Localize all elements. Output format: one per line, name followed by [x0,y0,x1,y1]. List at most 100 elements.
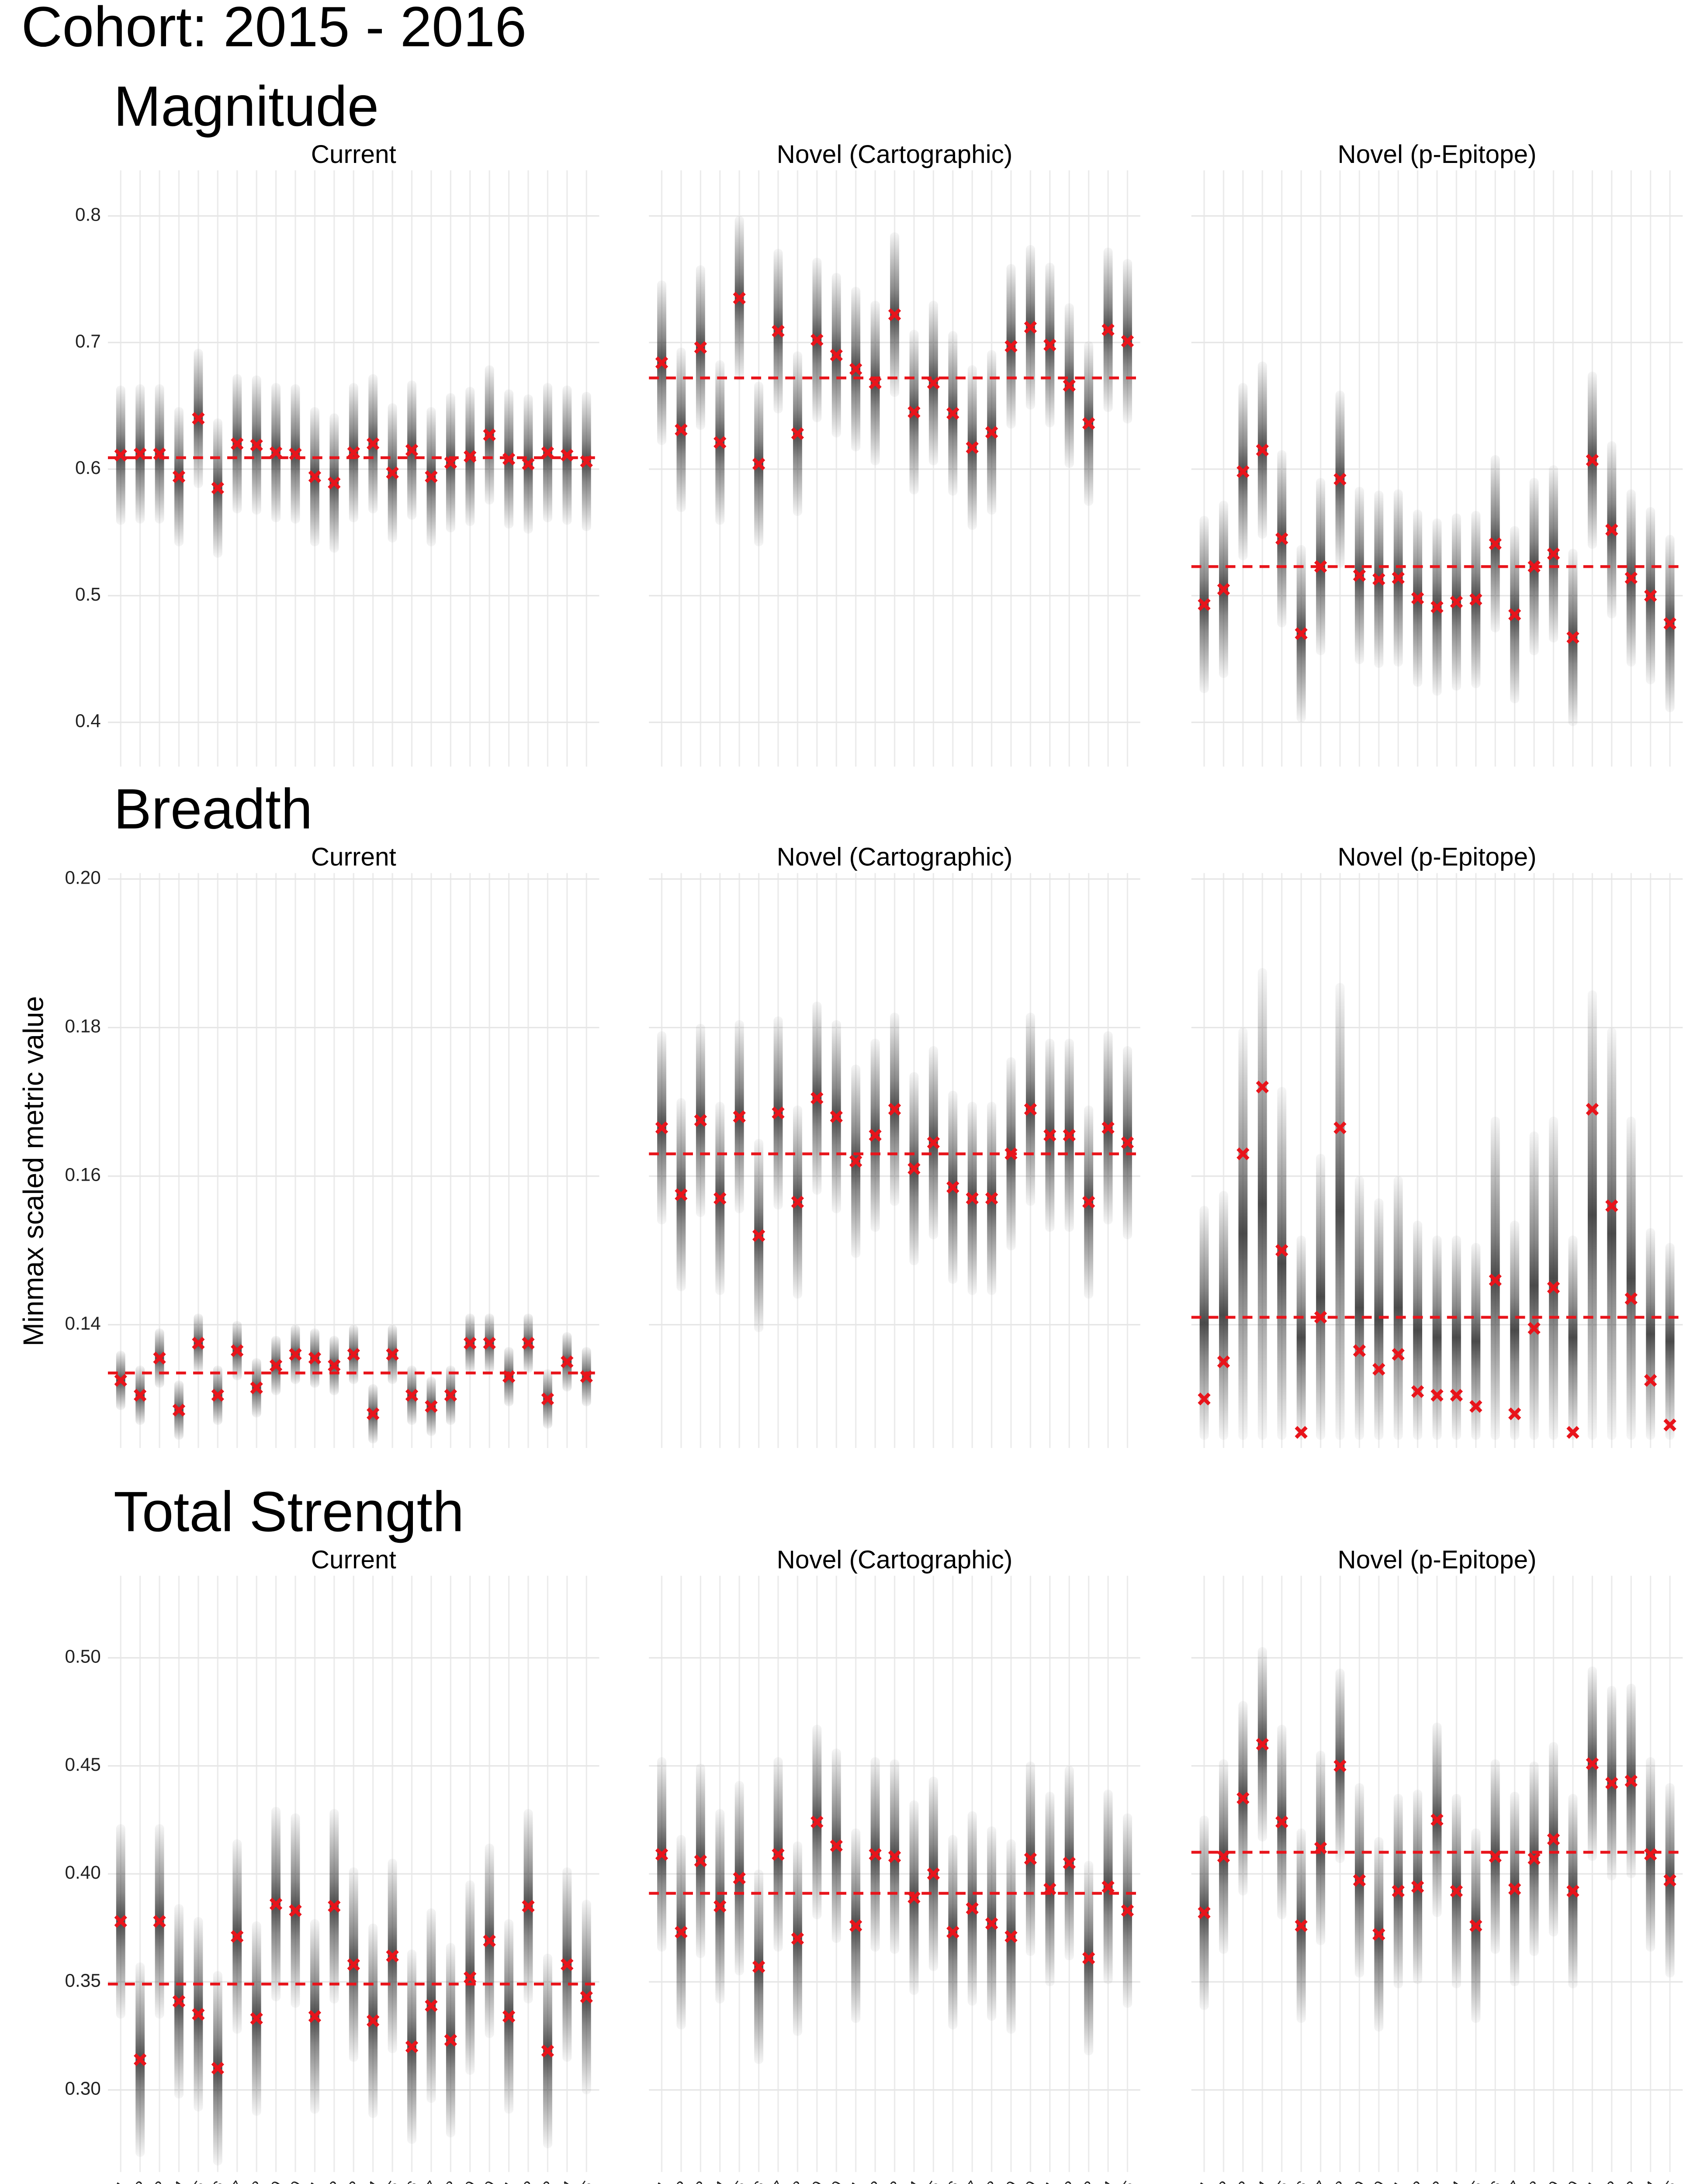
mean-marker [927,1867,940,1880]
mean-marker [405,2040,419,2053]
x-tick-label: 06 [1288,2178,1312,2184]
y-tick-label: 0.50 [65,1646,101,1667]
panel-subtitle: Novel (Cartographic) [777,843,1013,871]
mean-marker [541,1393,554,1406]
mean-marker [927,1136,940,1149]
mean-marker [1547,547,1560,560]
x-tick-label: 01 [107,2178,132,2184]
mean-marker [713,436,727,449]
mean-marker [153,1915,166,1928]
mean-marker [133,2053,147,2067]
mean-marker [425,1400,438,1413]
mean-marker [1644,589,1657,602]
x-tick-label: 14 [1443,2178,1467,2184]
panel-subtitle: Current [311,843,396,871]
mean-marker [907,405,921,419]
mean-marker [1392,571,1405,584]
point-cloud [1354,1176,1364,1440]
mean-marker [675,423,688,436]
mean-marker [464,1337,477,1350]
mean-marker [1527,560,1541,573]
mean-marker [483,1337,496,1350]
mean-marker [153,447,166,460]
mean-marker [172,1403,186,1417]
x-tick-label: 16 [398,2178,423,2184]
mean-marker [1101,1880,1115,1894]
mean-marker [694,1114,707,1127]
mean-marker [308,1351,322,1365]
x-tick-label: 23 [534,2178,558,2184]
panel-subtitle: Current [311,1545,396,1574]
y-tick-label: 0.45 [65,1754,101,1775]
x-tick-label: 10 [1365,2178,1389,2184]
mean-marker [328,477,341,490]
mean-marker [1644,1374,1657,1387]
mean-marker [1586,1757,1599,1770]
mean-marker [1024,1102,1037,1116]
mean-marker [269,446,283,459]
y-tick-label: 0.20 [65,867,101,888]
mean-marker [1663,617,1676,630]
mean-marker [1527,1322,1541,1335]
mean-marker [1411,591,1424,605]
x-tick-label: 21 [1036,2178,1060,2184]
mean-marker [655,356,668,370]
mean-marker [966,441,979,454]
x-tick-label: 15 [1462,2178,1486,2184]
panel-subtitle: Novel (Cartographic) [777,140,1013,169]
x-tick-label: 05 [726,2178,750,2184]
x-tick-label: 15 [920,2178,944,2184]
x-tick-label: 24 [1637,2178,1661,2184]
x-tick-label: 22 [1598,2178,1622,2184]
mean-marker [985,1917,998,1930]
page-title: Cohort: 2015 - 2016 [21,0,526,59]
x-tick-label: 20 [476,2178,500,2184]
x-tick-label: 24 [553,2178,578,2184]
panel-subtitle: Current [311,140,396,169]
mean-marker [1256,1738,1269,1751]
y-tick-label: 0.7 [75,331,101,351]
mean-marker [1043,339,1056,352]
y-axis-label: Minmax scaled metric value [17,996,49,1346]
mean-marker [1295,1919,1308,1932]
x-tick-label: 01 [1190,2178,1215,2184]
mean-marker [405,443,419,457]
mean-marker [425,1999,438,2012]
mean-marker [1082,1952,1095,1965]
x-tick-label: 04 [1249,2178,1273,2184]
point-cloud [1549,1116,1558,1440]
mean-marker [386,1348,399,1361]
mean-marker [289,447,302,460]
mean-marker [1043,1882,1056,1896]
mean-marker [561,1958,574,1971]
x-tick-label: 12 [862,2178,886,2184]
point-cloud [1587,990,1597,1440]
point-cloud [1296,1235,1306,1440]
mean-marker [1430,1813,1444,1827]
x-tick-label: 09 [262,2178,287,2184]
x-tick-label: 25 [573,2178,597,2184]
point-cloud [1238,1027,1248,1440]
mean-marker [114,1374,127,1387]
mean-marker [114,449,127,462]
mean-marker [713,1192,727,1205]
mean-marker [1450,595,1463,608]
mean-marker [1624,1774,1638,1788]
mean-marker [888,308,901,321]
y-tick-label: 0.18 [65,1016,101,1037]
mean-marker [772,325,785,338]
mean-marker [869,377,882,390]
point-cloud [1607,1027,1617,1440]
mean-marker [869,1129,882,1142]
mean-marker [752,457,765,471]
x-tick-label: 06 [204,2178,229,2184]
mean-marker [1082,417,1095,430]
mean-marker [231,437,244,450]
mean-marker [675,1925,688,1939]
mean-marker [1411,1385,1424,1398]
x-tick-label: 02 [1210,2178,1234,2184]
x-tick-label: 16 [1482,2178,1506,2184]
mean-marker [1430,1389,1444,1402]
panel-subtitle: Novel (p-Epitope) [1337,843,1536,871]
